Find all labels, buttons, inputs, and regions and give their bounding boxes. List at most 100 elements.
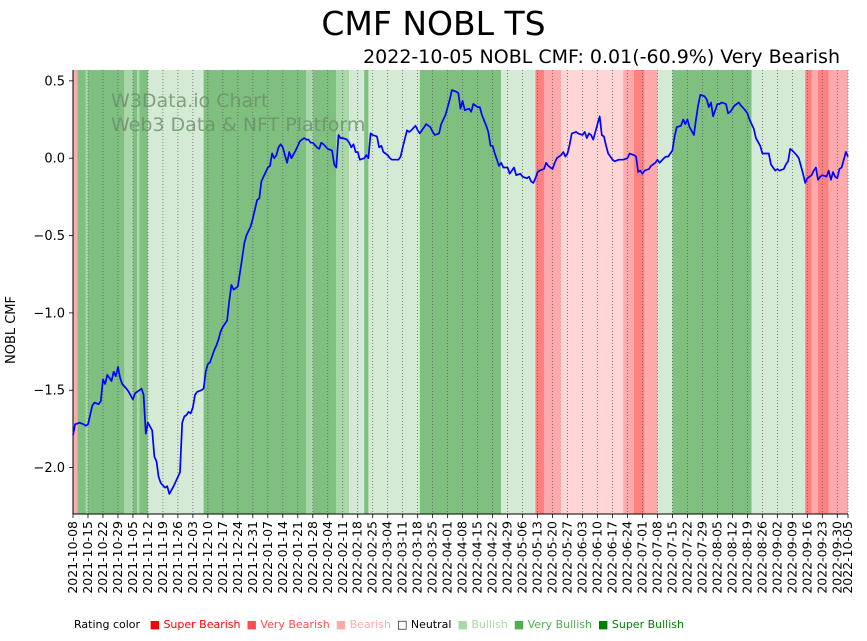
x-tick-label: 2022-07-01 bbox=[634, 521, 649, 594]
rating-band bbox=[364, 70, 369, 514]
x-tick-label: 2022-04-22 bbox=[485, 521, 500, 594]
rating-band bbox=[818, 70, 829, 514]
rating-band bbox=[535, 70, 544, 514]
x-tick-label: 2021-11-19 bbox=[155, 521, 170, 594]
rating-band bbox=[124, 70, 133, 514]
rating-band bbox=[368, 70, 420, 514]
legend-item: ■ Super Bearish bbox=[149, 618, 241, 631]
rating-band bbox=[77, 70, 86, 514]
rating-band bbox=[657, 70, 673, 514]
x-tick-label: 2022-05-06 bbox=[515, 521, 530, 594]
rating-band bbox=[672, 70, 752, 514]
x-tick-label: 2022-09-23 bbox=[814, 521, 829, 594]
x-tick-label: 2022-06-24 bbox=[619, 521, 634, 594]
rating-band bbox=[623, 70, 634, 514]
rating-band bbox=[419, 70, 502, 514]
x-tick-label: 2022-01-07 bbox=[260, 521, 275, 594]
x-tick-label: 2022-03-11 bbox=[395, 521, 410, 594]
x-tick-label: 2022-04-08 bbox=[455, 521, 470, 594]
x-tick-label: 2022-06-10 bbox=[590, 521, 605, 594]
x-tick-label: 2022-08-26 bbox=[754, 521, 769, 594]
x-tick-label: 2022-06-03 bbox=[575, 521, 590, 594]
x-tick-label: 2021-12-17 bbox=[215, 521, 230, 594]
x-tick-label: 2022-06-17 bbox=[605, 521, 620, 594]
x-tick-label: 2022-09-09 bbox=[784, 521, 799, 594]
x-tick-label: 2022-04-15 bbox=[470, 521, 485, 594]
rating-band bbox=[73, 70, 78, 514]
rating-legend: Rating color ■ Super Bearish ■ Very Beari… bbox=[74, 618, 690, 631]
rating-band bbox=[132, 70, 138, 514]
x-tick-label: 2021-12-31 bbox=[245, 521, 260, 594]
x-tick-label: 2022-09-30 bbox=[829, 521, 844, 594]
y-tick-label: −1.0 bbox=[33, 306, 65, 321]
chart-subtitle: 2022-10-05 NOBL CMF: 0.01(-60.9%) Very B… bbox=[363, 46, 840, 68]
x-tick-label: 2021-10-08 bbox=[65, 521, 80, 594]
rating-band bbox=[644, 70, 658, 514]
x-tick-label: 2022-02-04 bbox=[320, 521, 335, 594]
x-tick-label: 2021-10-22 bbox=[95, 521, 110, 594]
rating-band bbox=[85, 70, 88, 514]
legend-title: Rating color bbox=[74, 618, 141, 631]
x-tick-label: 2022-03-25 bbox=[425, 521, 440, 594]
x-tick-label: 2022-10-05 bbox=[840, 521, 855, 594]
x-tick-label: 2022-01-14 bbox=[275, 521, 290, 594]
y-tick-label: −1.5 bbox=[33, 384, 65, 399]
y-tick-label: −2.0 bbox=[33, 461, 65, 476]
x-tick-label: 2022-05-20 bbox=[545, 521, 560, 594]
rating-band bbox=[633, 70, 645, 514]
x-tick-label: 2021-10-15 bbox=[80, 521, 95, 594]
legend-item: □ Neutral bbox=[396, 618, 452, 631]
rating-band bbox=[349, 70, 365, 514]
x-tick-label: 2022-09-16 bbox=[799, 521, 814, 594]
x-tick-label: 2022-08-12 bbox=[724, 521, 739, 594]
rating-band bbox=[751, 70, 806, 514]
y-tick-label: −0.5 bbox=[33, 229, 65, 244]
x-tick-label: 2022-07-08 bbox=[649, 521, 664, 594]
x-tick-label: 2021-11-12 bbox=[140, 521, 155, 594]
rating-band bbox=[87, 70, 125, 514]
rating-band bbox=[139, 70, 148, 514]
y-tick-label: 0.5 bbox=[44, 74, 65, 89]
x-tick-label: 2022-02-11 bbox=[335, 521, 350, 594]
watermark-text: W3Data.io Chart bbox=[111, 90, 268, 112]
legend-item: ■ Very Bullish bbox=[513, 618, 592, 631]
legend-item: ■ Super Bullish bbox=[597, 618, 684, 631]
x-tick-label: 2022-07-29 bbox=[694, 521, 709, 594]
rating-band bbox=[312, 70, 337, 514]
x-tick-label: 2021-10-29 bbox=[110, 521, 125, 594]
rating-band bbox=[501, 70, 536, 514]
x-tick-label: 2021-11-26 bbox=[170, 521, 185, 594]
legend-item: ■ Bullish bbox=[457, 618, 508, 631]
x-tick-label: 2021-11-05 bbox=[125, 521, 140, 594]
y-tick-label: 0.0 bbox=[44, 152, 65, 167]
watermark-text: Web3 Data & NFT Platform bbox=[111, 114, 365, 136]
x-tick-label: 2022-04-29 bbox=[500, 521, 515, 594]
x-tick-label: 2021-12-03 bbox=[185, 521, 200, 594]
x-tick-label: 2022-03-18 bbox=[410, 521, 425, 594]
legend-items: ■ Super Bearish ■ Very Bearish ■ Bearish □ … bbox=[150, 618, 690, 631]
x-tick-label: 2022-04-01 bbox=[440, 521, 455, 594]
x-tick-label: 2022-02-18 bbox=[350, 521, 365, 594]
x-tick-label: 2022-02-25 bbox=[365, 521, 380, 594]
rating-band bbox=[828, 70, 848, 514]
x-tick-label: 2021-12-10 bbox=[200, 521, 215, 594]
x-tick-label: 2022-07-15 bbox=[664, 521, 679, 594]
rating-band bbox=[203, 70, 307, 514]
rating-band bbox=[561, 70, 624, 514]
legend-item: ■ Very Bearish bbox=[246, 618, 330, 631]
x-tick-label: 2022-08-05 bbox=[709, 521, 724, 594]
rating-band bbox=[147, 70, 204, 514]
x-tick-label: 2022-08-19 bbox=[739, 521, 754, 594]
x-tick-label: 2021-12-24 bbox=[230, 521, 245, 594]
x-tick-label: 2022-01-28 bbox=[305, 521, 320, 594]
x-tick-label: 2022-03-04 bbox=[380, 521, 395, 594]
x-tick-label: 2022-07-22 bbox=[679, 521, 694, 594]
chart-title: CMF NOBL TS bbox=[321, 4, 546, 43]
x-tick-label: 2022-01-21 bbox=[290, 521, 305, 594]
x-tick-label: 2022-05-13 bbox=[530, 521, 545, 594]
rating-band bbox=[306, 70, 313, 514]
x-tick-label: 2022-05-27 bbox=[560, 521, 575, 594]
rating-band bbox=[805, 70, 812, 514]
x-tick-label: 2022-09-02 bbox=[769, 521, 784, 594]
